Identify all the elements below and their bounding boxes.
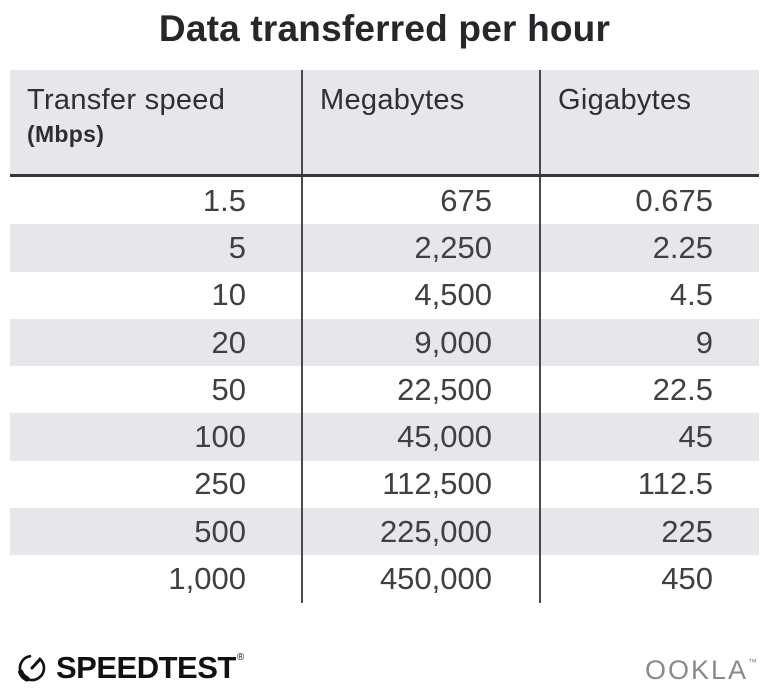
table-cell: 5 [228,229,246,265]
table-cell: 112.5 [539,460,759,509]
table-cell: 1,000 [168,561,246,597]
table-cell: 675 [301,175,540,225]
table-cell: 45,000 [301,413,540,461]
table-cell: 22.5 [539,366,759,414]
table-row: 1.5 675 0.675 [10,175,759,225]
table-cell: 100 [194,419,246,455]
table-cell: 2,250 [301,224,540,272]
table-row: 5 2,250 2.25 [10,224,759,272]
column-header-transfer-speed: Transfer speed (Mbps) [10,70,302,176]
table-row: 100 45,000 45 [10,413,759,461]
column-header-label: Gigabytes [558,84,692,116]
column-header-label: Transfer speed [27,84,226,116]
table-cell: 20 [211,324,246,360]
table-cell: 9,000 [301,318,540,367]
table-row: 20 9,000 9 [10,318,759,367]
column-header-label: Megabytes [320,84,465,116]
table-cell: 45 [539,413,759,461]
table-cell: 4,500 [301,271,540,319]
table-cell: 0.675 [539,175,759,225]
table-cell: 4.5 [539,271,759,319]
ookla-wordmark: OOKLA [644,655,748,685]
table-row: 500 225,000 225 [10,508,759,556]
table-row: 50 22,500 22.5 [10,366,759,414]
table-cell: 2.25 [539,224,759,272]
page-title: Data transferred per hour [158,8,611,49]
ookla-logo: OOKLA ™ [645,655,757,686]
table-cell: 1.5 [202,182,246,218]
speedtest-gauge-icon [18,654,46,682]
trademark-mark: ™ [748,657,757,667]
table-cell: 9 [539,318,759,367]
table-row: 10 4,500 4.5 [10,271,759,319]
table-cell: 450,000 [301,555,540,603]
table-cell: 250 [194,466,246,502]
table-cell: 450 [539,555,759,603]
table-cell: 225,000 [301,508,540,556]
column-header-unit: (Mbps) [27,121,105,147]
table-cell: 22,500 [301,366,540,414]
table-cell: 500 [194,513,246,549]
registered-mark: ® [236,652,245,663]
speedtest-logo: SPEEDTEST ® [16,650,244,686]
table-cell: 50 [211,371,246,407]
table-row: 250 112,500 112.5 [10,460,759,509]
table-cell: 112,500 [301,460,540,509]
table-row: 1,000 450,000 450 [10,555,759,603]
table-cell: 225 [539,508,759,556]
column-header-gigabytes: Gigabytes [539,70,759,176]
speedtest-wordmark: SPEEDTEST [56,650,236,685]
table-header-row: Transfer speed (Mbps) Megabytes Gigabyte… [10,70,759,176]
data-table: Transfer speed (Mbps) Megabytes Gigabyte… [10,70,759,603]
table-cell: 10 [211,277,246,313]
column-header-megabytes: Megabytes [301,70,540,176]
